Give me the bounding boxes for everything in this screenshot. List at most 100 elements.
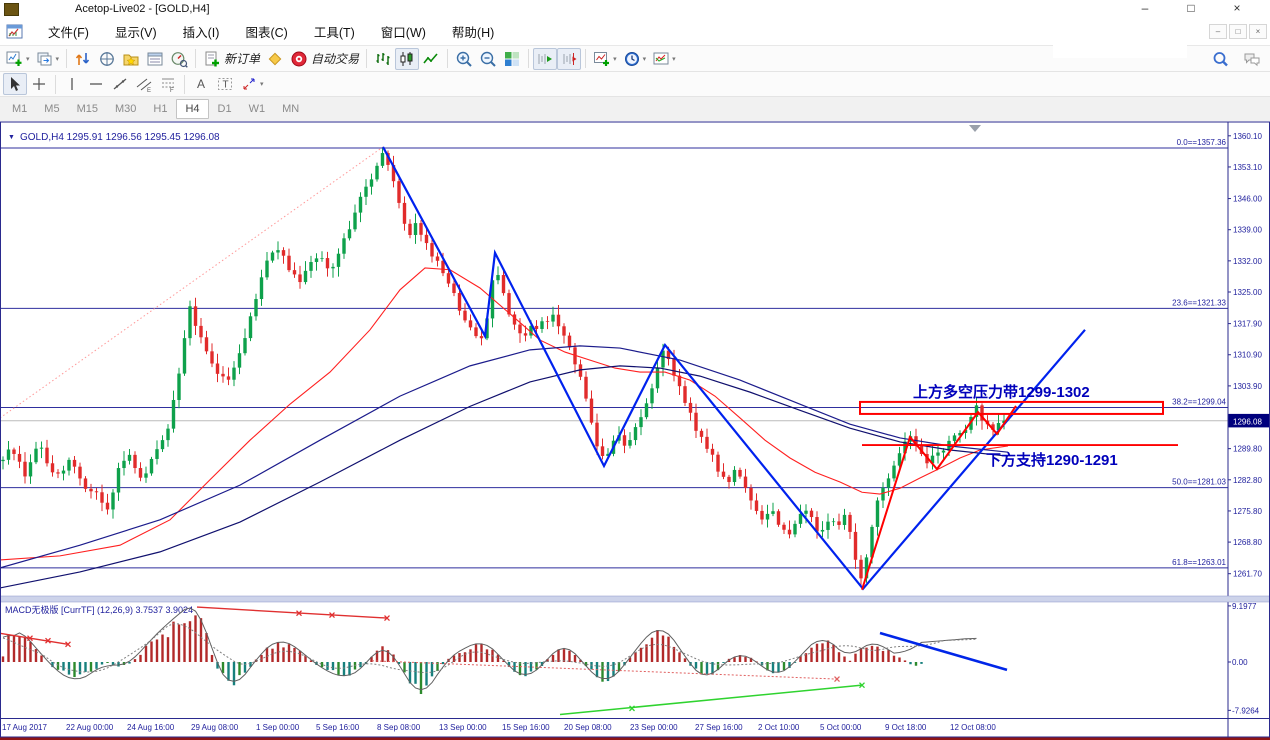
auto-scroll-button[interactable] bbox=[533, 47, 558, 70]
mdi-close-button[interactable]: × bbox=[1249, 24, 1267, 39]
zoom-in-button[interactable] bbox=[452, 48, 476, 70]
price-tick: 1289.80 bbox=[1233, 445, 1262, 454]
line-chart-button[interactable] bbox=[419, 48, 443, 70]
fibonacci-tool-button[interactable]: F bbox=[156, 73, 180, 95]
metaeditor-button[interactable] bbox=[263, 48, 287, 70]
chart-profiles-button[interactable] bbox=[33, 48, 63, 70]
close-button[interactable]: × bbox=[1233, 1, 1241, 15]
macd-trendline-0 bbox=[0, 632, 69, 646]
timeframe-M5[interactable]: M5 bbox=[44, 103, 60, 115]
strategy-tester-button[interactable] bbox=[167, 48, 191, 70]
time-label: 8 Sep 08:00 bbox=[377, 723, 421, 732]
new-chart-button[interactable] bbox=[3, 48, 33, 70]
trendline-marker bbox=[859, 682, 865, 689]
price-tick: 1310.90 bbox=[1233, 351, 1262, 360]
fib-label: 23.6==1321.33 bbox=[1172, 298, 1226, 307]
horizontal-line-tool-button[interactable] bbox=[84, 73, 108, 95]
time-label: 13 Sep 00:00 bbox=[439, 723, 487, 732]
time-label: 23 Sep 00:00 bbox=[630, 723, 678, 732]
toolbar-separator bbox=[195, 49, 197, 68]
toolbar-separator bbox=[447, 49, 449, 68]
price-tick: 1317.90 bbox=[1233, 320, 1262, 329]
periods-button[interactable] bbox=[620, 48, 650, 70]
data-window-button[interactable] bbox=[95, 48, 119, 70]
menu-item[interactable]: 文件(F) bbox=[48, 26, 89, 40]
new-order-button[interactable]: 新订单 bbox=[200, 48, 263, 70]
templates-button[interactable] bbox=[649, 48, 679, 70]
fibonacci-retracement bbox=[0, 147, 1228, 569]
timeframe-M30[interactable]: M30 bbox=[114, 103, 137, 115]
mt4-logo-icon bbox=[3, 23, 27, 41]
autotrading-label: 自动交易 bbox=[311, 52, 360, 66]
svg-text:T: T bbox=[223, 80, 229, 91]
price-tick: 1353.10 bbox=[1233, 163, 1262, 172]
timeframe-H4[interactable]: H4 bbox=[176, 99, 209, 119]
price-tick: 1268.80 bbox=[1233, 538, 1262, 547]
crosshair-tool-button[interactable] bbox=[27, 73, 51, 95]
chart-collapse-icon: ▼ bbox=[8, 134, 15, 141]
timeframe-M15[interactable]: M15 bbox=[76, 103, 98, 115]
trendline-tool-button[interactable] bbox=[108, 73, 132, 95]
trendline-marker bbox=[296, 610, 302, 617]
toolbar-separator bbox=[585, 49, 587, 68]
time-label: 15 Sep 16:00 bbox=[502, 723, 550, 732]
svg-text:E: E bbox=[147, 88, 151, 93]
price-tick: 1261.70 bbox=[1233, 570, 1262, 579]
svg-text:A: A bbox=[197, 77, 205, 91]
menu-item[interactable]: 图表(C) bbox=[245, 26, 288, 40]
toolbar-separator bbox=[66, 49, 68, 68]
bar-chart-button[interactable] bbox=[371, 48, 395, 70]
timeframe-W1[interactable]: W1 bbox=[248, 103, 266, 115]
menu-item[interactable]: 窗口(W) bbox=[380, 26, 426, 40]
autotrading-button[interactable]: 自动交易 bbox=[287, 48, 362, 70]
chart-ohlc-header: GOLD,H4 1295.91 1296.56 1295.45 1296.08 bbox=[20, 132, 220, 143]
trendline-marker bbox=[45, 637, 51, 644]
panel-splitter[interactable] bbox=[0, 595, 1270, 603]
navigator-button[interactable] bbox=[119, 48, 143, 70]
terminal-button[interactable] bbox=[143, 48, 167, 70]
mdi-restore-button[interactable]: □ bbox=[1229, 24, 1247, 39]
toolbar-separator bbox=[184, 74, 185, 94]
vertical-line-tool-button[interactable] bbox=[60, 73, 84, 95]
chart-canvas[interactable]: 0.0==1357.36 23.6==1321.33 38.2==1299.04 50… bbox=[0, 121, 1270, 740]
minimize-button[interactable]: – bbox=[1141, 1, 1149, 15]
time-label: 17 Aug 2017 bbox=[2, 723, 47, 732]
window-title: Acetop-Live02 - [GOLD,H4] bbox=[75, 3, 210, 15]
timeframe-H1[interactable]: H1 bbox=[153, 103, 168, 115]
search-icon[interactable] bbox=[1208, 48, 1232, 70]
zoom-out-button[interactable] bbox=[476, 48, 500, 70]
menu-item[interactable]: 显示(V) bbox=[114, 26, 157, 40]
fib-label: 61.8==1263.01 bbox=[1172, 558, 1226, 567]
tile-windows-button[interactable] bbox=[500, 48, 524, 70]
indicators-button[interactable] bbox=[590, 48, 620, 70]
timeframe-MN[interactable]: MN bbox=[282, 103, 300, 115]
mdi-minimize-button[interactable]: – bbox=[1209, 24, 1227, 39]
price-tick: 1275.80 bbox=[1233, 507, 1262, 516]
menu-item[interactable]: 插入(I) bbox=[182, 26, 220, 40]
price-tick: 1325.00 bbox=[1233, 288, 1262, 297]
cursor-tool-button[interactable] bbox=[3, 73, 27, 95]
market-watch-button[interactable] bbox=[71, 48, 95, 70]
window-controls: – □ × bbox=[1122, 0, 1260, 18]
arrows-tool-button[interactable] bbox=[237, 73, 267, 95]
time-label: 9 Oct 18:00 bbox=[885, 723, 927, 732]
channel-tool-button[interactable]: E bbox=[132, 73, 156, 95]
toolbar-right-icons bbox=[1208, 48, 1264, 70]
timeframe-M1[interactable]: M1 bbox=[12, 103, 28, 115]
scroll-position-marker bbox=[969, 125, 981, 132]
macd-trendline-4 bbox=[879, 631, 1008, 672]
timeframe-D1[interactable]: D1 bbox=[217, 103, 232, 115]
macd-trendline-2 bbox=[371, 660, 838, 680]
text-tool-button[interactable]: A bbox=[189, 73, 213, 95]
chat-icon[interactable] bbox=[1240, 48, 1264, 70]
time-label: 2 Oct 10:00 bbox=[758, 723, 800, 732]
candlestick-chart-button[interactable] bbox=[395, 47, 420, 70]
menu-item[interactable]: 工具(T) bbox=[313, 26, 355, 40]
resistance-box bbox=[859, 400, 1164, 415]
trendline-marker bbox=[329, 612, 335, 618]
menu-item[interactable]: 帮助(H) bbox=[451, 26, 495, 40]
maximize-button[interactable]: □ bbox=[1187, 1, 1195, 15]
text-label-tool-button[interactable]: T bbox=[213, 73, 237, 95]
time-label: 24 Aug 16:00 bbox=[127, 723, 175, 732]
chart-shift-button[interactable] bbox=[557, 47, 582, 70]
